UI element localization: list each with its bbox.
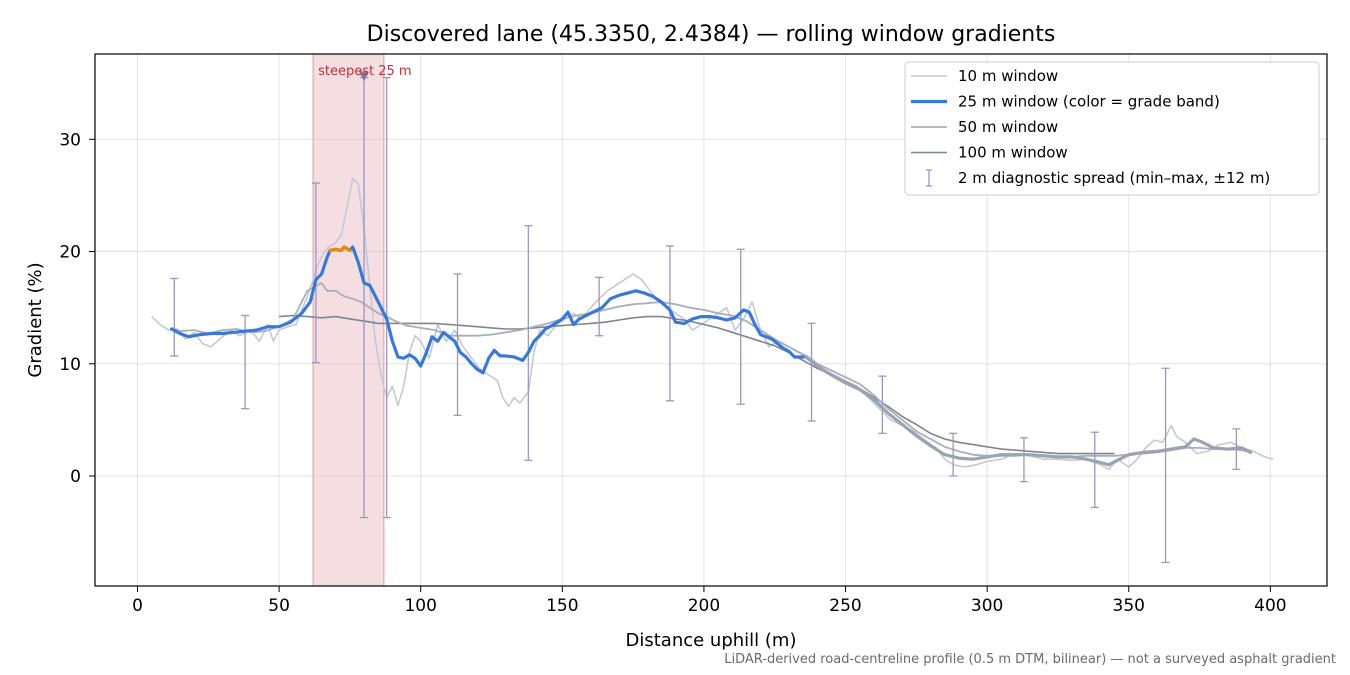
- series-layer: [151, 71, 1274, 564]
- legend: 10 m window 25 m window (color = grade ba…: [904, 61, 1320, 196]
- gradient-chart: steepest 25 m 0 50 100 150 200 250 300 350 400 0 1…: [25, 22, 1328, 650]
- legend-item: 50 m window: [911, 118, 1058, 136]
- legend-item: 100 m window: [911, 144, 1068, 162]
- steepest-segment-band: [312, 53, 385, 587]
- series-10m-line: [151, 177, 1274, 471]
- legend-label: 100 m window: [958, 144, 1068, 162]
- x-tick-label: 300: [971, 596, 1003, 616]
- data-source-caption: LiDAR-derived road-centreline profile (0…: [724, 652, 1336, 667]
- legend-label: 50 m window: [958, 118, 1058, 136]
- legend-item: 10 m window: [911, 67, 1058, 85]
- series-100m-line: [279, 314, 1115, 455]
- diagnostic-errorbar: [1090, 431, 1099, 509]
- x-tick-label: 200: [688, 596, 720, 616]
- x-tick-label: 0: [132, 596, 143, 616]
- y-tick-label: 20: [59, 243, 81, 263]
- x-tick-label: 250: [829, 596, 861, 616]
- diagnostic-errorbar: [595, 276, 604, 337]
- legend-item: 25 m window (color = grade band): [911, 93, 1220, 111]
- diagnostic-errorbar: [878, 375, 887, 435]
- diagnostic-errorbar: [807, 322, 816, 422]
- diagnostic-errorbar: [311, 182, 320, 364]
- steepest-segment-label: steepest 25 m: [318, 64, 411, 79]
- diagnostic-errorbar: [665, 245, 674, 402]
- steepest-marker: [359, 71, 370, 82]
- x-axis-label: Distance uphill (m): [626, 630, 797, 650]
- diagnostic-errorbar: [1161, 367, 1170, 564]
- diagnostic-errorbar: [949, 432, 958, 477]
- legend-label: 2 m diagnostic spread (min–max, ±12 m): [958, 169, 1270, 187]
- y-tick-label: 10: [59, 355, 81, 375]
- series-25m-low-grade-segment: [804, 355, 1253, 467]
- x-tick-label: 100: [404, 596, 436, 616]
- diagnostic-errorbar: [170, 277, 179, 357]
- series-25m-line: [169, 245, 808, 375]
- y-axis-label: Gradient (%): [25, 262, 46, 377]
- x-tick-label: 150: [546, 596, 578, 616]
- diagnostic-errorbar: [524, 225, 533, 461]
- series-25m-steep-segment: [328, 245, 352, 253]
- plot-frame: [94, 53, 1328, 587]
- x-tick-label: 50: [268, 596, 290, 616]
- legend-item: 2 m diagnostic spread (min–max, ±12 m): [926, 169, 1270, 187]
- legend-label: 25 m window (color = grade band): [958, 93, 1220, 111]
- diagnostic-errorbar: [1019, 437, 1028, 483]
- diagnostic-errorbar: [382, 76, 391, 519]
- diagnostic-errorbar: [736, 248, 745, 405]
- legend-box: [904, 61, 1320, 196]
- x-tick-label: 400: [1254, 596, 1286, 616]
- chart-title: Discovered lane (45.3350, 2.4384) — roll…: [367, 22, 1056, 47]
- legend-label: 10 m window: [958, 67, 1058, 85]
- x-tick-label: 350: [1113, 596, 1145, 616]
- y-tick-label: 30: [59, 130, 81, 150]
- axes: 0 50 100 150 200 250 300 350 400 0 10 20 30: [59, 130, 1286, 616]
- y-tick-label: 0: [70, 467, 81, 487]
